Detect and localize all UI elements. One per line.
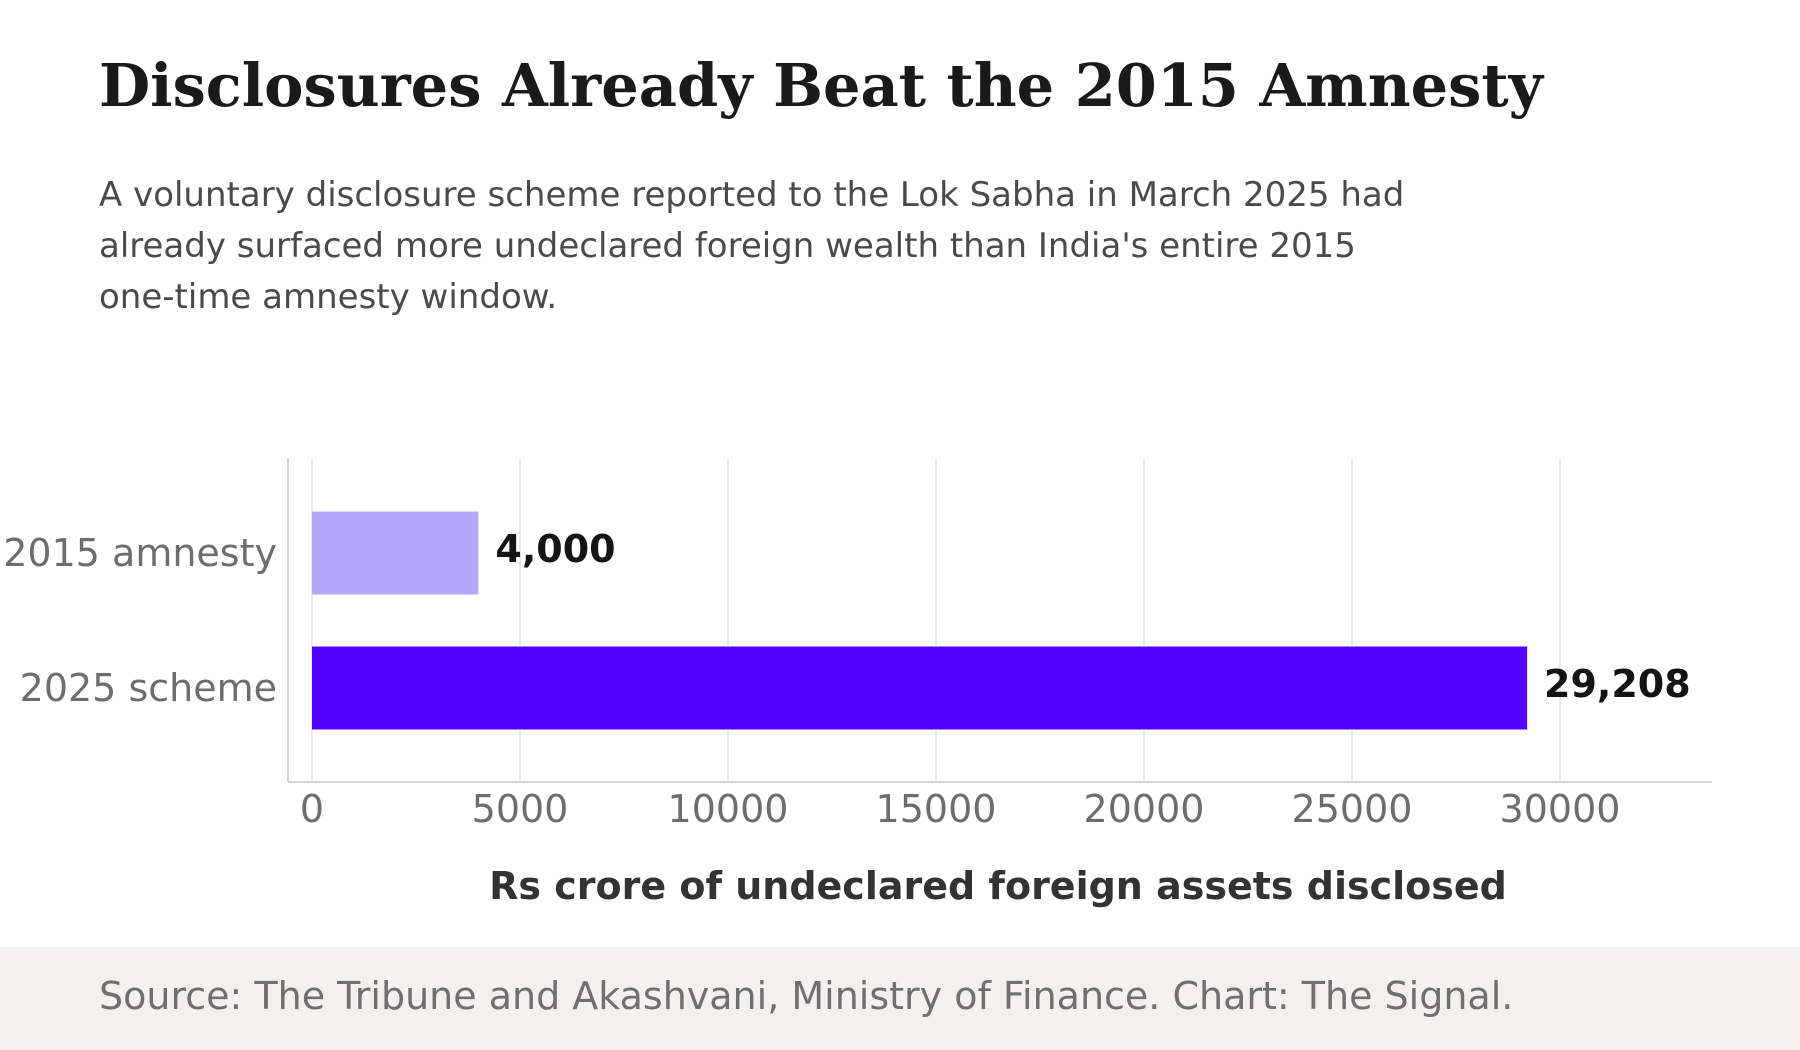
bars (312, 511, 1528, 730)
x-tick-label: 0 (300, 787, 324, 831)
gridlines (311, 458, 1561, 782)
x-tick-label: 20000 (1084, 787, 1205, 831)
data-label: 29,208 (1544, 662, 1691, 706)
y-tick-label: 2025 scheme (20, 666, 277, 710)
x-axis-title: Rs crore of undeclared foreign assets di… (489, 864, 1507, 908)
x-tick-label: 15000 (876, 787, 997, 831)
x-tick-label: 25000 (1292, 787, 1413, 831)
x-tick-label: 10000 (668, 787, 789, 831)
bar (312, 646, 1528, 730)
x-tick-label: 5000 (472, 787, 569, 831)
bar (312, 511, 479, 595)
labels: 2015 amnesty 4,000 2025 scheme 29,208 (3, 527, 1690, 710)
y-tick-label: 2015 amnesty (3, 531, 277, 575)
chart-title: Disclosures Already Beat the 2015 Amnest… (99, 51, 1543, 120)
x-tick-label: 30000 (1500, 787, 1621, 831)
source-text: Source: The Tribune and Akashvani, Minis… (99, 974, 1514, 1018)
bar-chart: 0 5000 10000 15000 20000 25000 30000 Rs crore o… (3, 458, 1712, 908)
source-footer (0, 947, 1800, 1050)
axes: 0 5000 10000 15000 20000 25000 30000 Rs crore o… (287, 458, 1712, 908)
data-label: 4,000 (495, 527, 615, 571)
chart-subtitle: A voluntary disclosure scheme reported t… (99, 175, 1405, 317)
